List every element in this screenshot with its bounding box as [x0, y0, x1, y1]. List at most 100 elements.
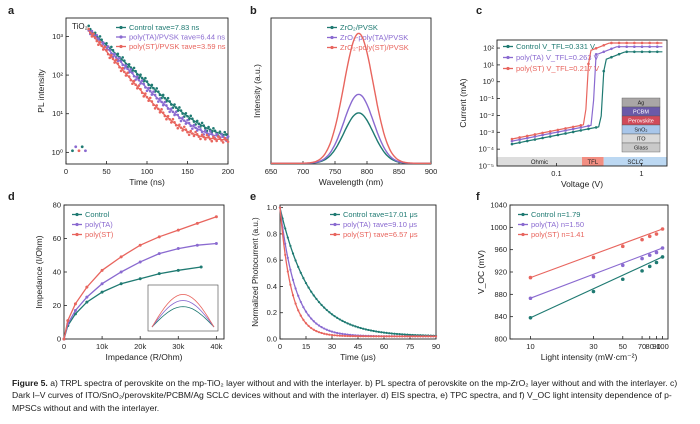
- panel-c-series-0-marker: [617, 52, 621, 56]
- panel-a-series-0-fit: [88, 28, 229, 137]
- panel-e-series-0-marker: [291, 252, 295, 255]
- panel-e-series-2-marker: [338, 334, 341, 337]
- panel-a-series-2-marker: [182, 125, 186, 129]
- panel-e-series-1-marker: [289, 268, 292, 271]
- panel-f-series-0-marker: [660, 255, 665, 259]
- panel-a-series-2-marker: [192, 134, 196, 138]
- panel-e-series-2-marker: [427, 335, 430, 338]
- panel-c-series-2-marker: [564, 127, 567, 130]
- panel-e-series-0-marker: [336, 316, 339, 319]
- panel-b-ylabel: Intensity (a.u.): [252, 64, 262, 118]
- panel-c-series-2-marker: [594, 46, 598, 50]
- panel-a-series-2-marker: [103, 45, 107, 49]
- panel-e-series-2-marker: [299, 314, 302, 317]
- panel-c-series-2-marker: [518, 136, 521, 139]
- panel-c-series-1-marker: [525, 136, 529, 140]
- panel-e-series-2-marker: [429, 335, 432, 338]
- panel-e-series-2-marker: [315, 330, 318, 333]
- panel-c-series-2-marker: [617, 41, 621, 45]
- panel-d-xtick-label: 0: [62, 342, 66, 351]
- panel-c-series-0-marker: [541, 136, 544, 140]
- panel-e-series-0-marker: [294, 259, 297, 262]
- panel-a-series-1-marker: [152, 90, 155, 93]
- panel-d-legend-0-swatch-marker: [75, 212, 79, 217]
- panel-b-legend-0-text: ZrO₂/PVSK: [340, 23, 378, 32]
- panel-b-xtick-label: 700: [297, 167, 310, 176]
- panel-e-series-1-marker: [317, 324, 321, 327]
- panel-e-series-0-marker: [354, 325, 357, 328]
- panel-a-series-1-marker: [186, 118, 189, 122]
- panel-b-xtick-label: 650: [265, 167, 278, 176]
- panel-e-series-1-marker: [328, 329, 331, 332]
- panel-f-series-2-marker: [528, 275, 533, 280]
- panel-e-series-2-marker: [278, 206, 282, 209]
- panel-e-series-1-marker: [284, 242, 287, 245]
- panel-c-region-sclc: [603, 157, 667, 166]
- panel-e-series-2-marker: [414, 335, 417, 338]
- panel-e-series-2-marker: [375, 335, 378, 338]
- panel-a-ytick-label: 10³: [52, 32, 63, 41]
- panel-d-series-0-marker: [157, 272, 161, 276]
- panel-d-series-2-marker: [195, 221, 199, 225]
- panel-c-series-0-marker: [510, 142, 514, 146]
- panel-a-series-2-fit: [88, 30, 229, 141]
- panel-f-ytick-label: 800: [494, 335, 507, 344]
- panel-c-series-0-marker: [579, 129, 583, 132]
- panel-a-xtick-label: 200: [222, 167, 235, 176]
- panel-c-series-2-marker: [610, 41, 613, 45]
- panel-c-series-1-marker: [533, 135, 537, 138]
- panel-d-xtick-label: 40k: [210, 342, 222, 351]
- panel-c-series-0-marker: [564, 132, 567, 135]
- panel-c-series-2-marker: [640, 41, 644, 45]
- panel-e-series-2-marker: [362, 335, 365, 338]
- panel-a-legend-0-swatch-marker: [119, 25, 123, 30]
- panel-e-series-0-marker: [315, 297, 318, 301]
- panel-c-series-2-marker: [525, 134, 529, 138]
- panel-e-series-2-marker: [312, 328, 315, 331]
- panel-e-series-2-marker: [346, 334, 349, 338]
- panel-a-series-0-marker: [144, 76, 147, 80]
- panel-e-series-2-marker: [323, 332, 326, 335]
- panel-e-series-0-marker: [338, 318, 341, 321]
- panel-a-series-0-marker: [223, 130, 227, 134]
- panel-d-inset-series-0: [151, 306, 215, 328]
- panel-f-legend-0-text: Control n=1.79: [531, 210, 580, 219]
- panel-e-series-1-marker: [286, 256, 289, 259]
- panel-f-xtick-label: 10: [526, 342, 534, 351]
- panel-d-series-1-marker: [195, 243, 199, 247]
- panel-d-ylabel: Impedance (I/Ohm): [34, 235, 44, 308]
- panel-f-series-0-marker: [591, 289, 596, 294]
- panel-c-ytick-label: 10⁻²: [479, 111, 494, 120]
- panel-d-series-0-marker: [73, 312, 77, 316]
- panel-e-series-2-marker: [284, 253, 287, 256]
- panel-e-series-2-marker: [369, 335, 373, 338]
- panel-c-series-0-marker: [533, 138, 537, 141]
- panel-a-series-0-marker: [218, 130, 222, 133]
- panel-a-baseline-marker: [84, 149, 87, 153]
- panel-d-xtick-label: 10k: [96, 342, 108, 351]
- panel-c-region-label: SCLC: [627, 160, 644, 166]
- panel-e-series-2-marker: [408, 335, 412, 338]
- panel-c-series-0-marker: [548, 135, 552, 138]
- panel-e-series-2-marker: [310, 326, 313, 330]
- panel-e-legend-2-text: poly(ST) τave=6.57 μs: [343, 230, 418, 239]
- panel-c-series-0-marker: [571, 130, 575, 134]
- panel-c-series-1-marker: [617, 45, 621, 49]
- panel-a-ytick-label: 10¹: [52, 109, 63, 118]
- panel-f-ytick-label: 1040: [490, 201, 507, 210]
- panel-c-series-1-marker: [548, 132, 552, 135]
- panel-c-series-1-marker: [571, 127, 575, 131]
- panel-c-series-2-marker: [556, 128, 560, 132]
- panel-f-ylabel: V_OC (mV): [476, 250, 486, 294]
- panel-e-series-1-marker: [312, 320, 315, 323]
- panel-e-series-0-marker: [320, 303, 323, 307]
- panel-e-series-0-marker: [346, 322, 349, 325]
- panel-c-ytick-label: 10²: [483, 44, 494, 53]
- panel-d-series-2-marker: [85, 285, 89, 289]
- panel-a-series-2-marker: [137, 84, 141, 87]
- panel-e-xtick-label: 90: [432, 342, 440, 351]
- panel-b-legend-2-text: ZrO₂-poly(ST)/PVSK: [340, 43, 409, 52]
- panel-e-series-1-marker: [333, 331, 336, 334]
- panel-c-series-2-line: [511, 42, 663, 140]
